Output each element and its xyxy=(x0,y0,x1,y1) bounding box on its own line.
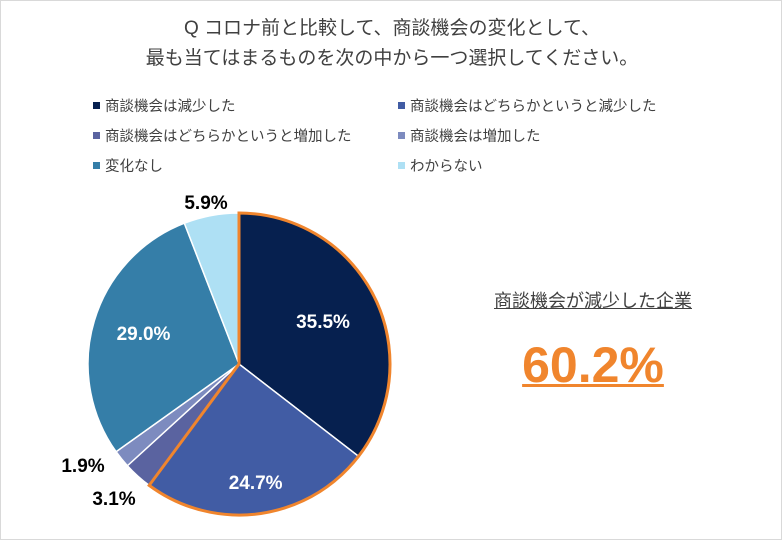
legend-label: 変化なし xyxy=(105,159,163,175)
legend-label: 商談機会はどちらかというと増加した xyxy=(105,129,352,145)
legend-label: わからない xyxy=(410,159,483,175)
chart-title-line-1: Q コロナ前と比較して、商談機会の変化として、 xyxy=(183,18,601,39)
legend-label: 商談機会は減少した xyxy=(105,99,236,115)
legend-item: 商談機会は増加した xyxy=(398,125,541,146)
legend-swatch xyxy=(93,162,100,169)
data-label: 5.9% xyxy=(184,193,228,214)
legend-label: 商談機会は増加した xyxy=(410,129,541,145)
callout-value: 60.2% xyxy=(522,337,664,393)
legend-swatch xyxy=(93,102,100,109)
data-label: 3.1% xyxy=(92,489,136,510)
legend-item: 商談機会は減少した xyxy=(93,95,236,116)
callout-title: 商談機会が減少した企業 xyxy=(494,291,692,311)
legend-swatch xyxy=(398,102,405,109)
legend-item: 商談機会はどちらかというと減少した xyxy=(398,95,657,116)
data-label: 29.0% xyxy=(116,324,171,346)
legend-swatch xyxy=(93,132,100,139)
highlight-outline xyxy=(147,211,392,517)
pie-slice xyxy=(87,222,240,453)
legend-label: 商談機会はどちらかというと減少した xyxy=(410,99,657,115)
data-label: 35.5% xyxy=(296,311,350,333)
chart-title-line-2: 最も当てはまるものを次の中から一つ選択してください。 xyxy=(145,48,639,69)
legend-swatch xyxy=(398,132,405,139)
legend-swatch xyxy=(398,162,405,169)
data-label: 24.7% xyxy=(228,472,283,494)
legend-item: 商談機会はどちらかというと増加した xyxy=(93,125,352,146)
legend-item: 変化なし xyxy=(93,155,163,176)
data-label: 1.9% xyxy=(61,456,105,477)
legend-item: わからない xyxy=(398,155,483,176)
